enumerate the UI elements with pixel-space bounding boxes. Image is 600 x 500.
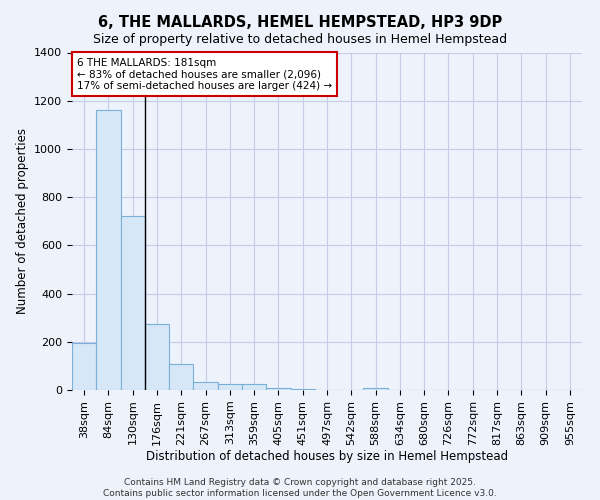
Bar (121, 216, 145, 390)
Bar (364, 388, 388, 390)
Text: 6 THE MALLARDS: 181sqm
← 83% of detached houses are smaller (2,096)
17% of semi-: 6 THE MALLARDS: 181sqm ← 83% of detached… (77, 58, 332, 91)
X-axis label: Distribution of detached houses by size in Hemel Hempstead: Distribution of detached houses by size … (146, 450, 508, 464)
Bar (145, 324, 169, 390)
Bar (169, 364, 193, 390)
Bar (242, 384, 266, 390)
Bar (72, 342, 96, 390)
Bar (96, 110, 121, 390)
Text: Contains HM Land Registry data © Crown copyright and database right 2025.
Contai: Contains HM Land Registry data © Crown c… (103, 478, 497, 498)
Bar (193, 382, 218, 390)
Y-axis label: Number of detached properties: Number of detached properties (16, 128, 29, 314)
Text: 6, THE MALLARDS, HEMEL HEMPSTEAD, HP3 9DP: 6, THE MALLARDS, HEMEL HEMPSTEAD, HP3 9D… (98, 15, 502, 30)
Bar (266, 388, 290, 390)
Text: Size of property relative to detached houses in Hemel Hempstead: Size of property relative to detached ho… (93, 32, 507, 46)
Bar (218, 384, 242, 390)
